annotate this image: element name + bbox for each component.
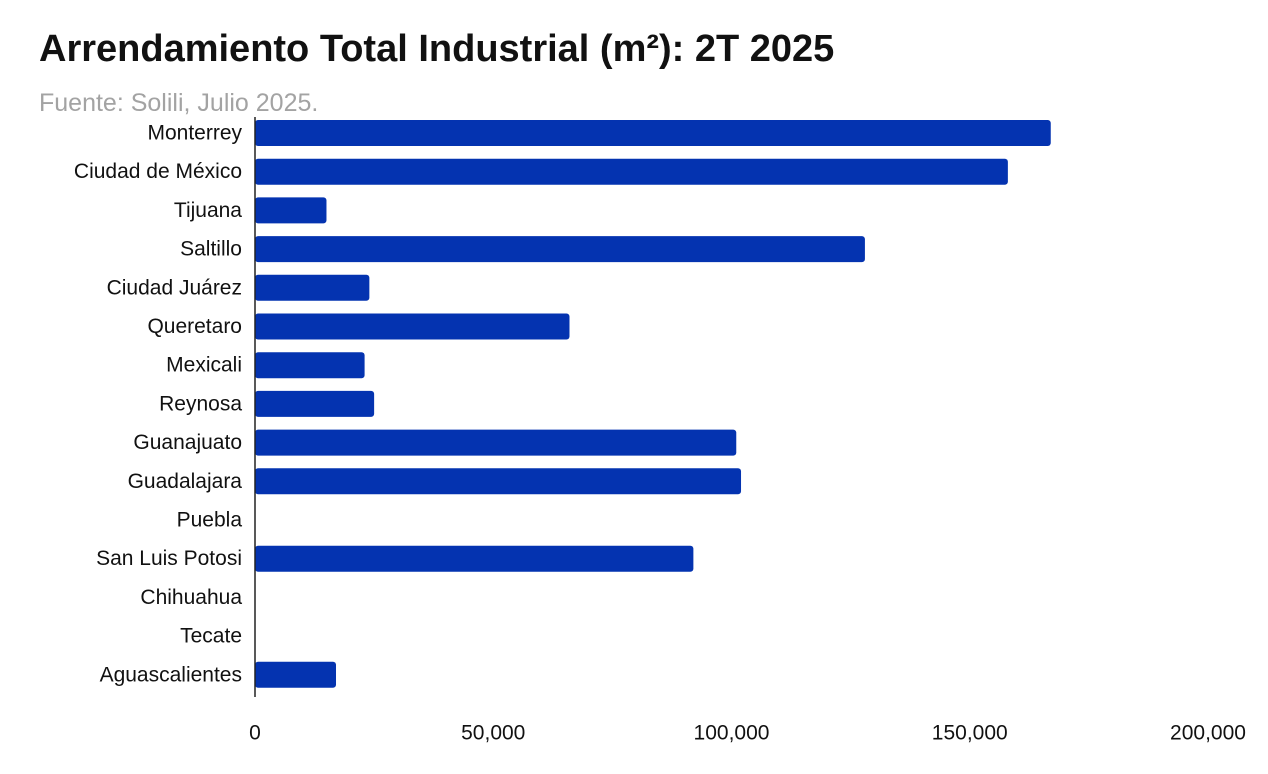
category-label: Queretaro [147,315,242,338]
bar [255,661,337,688]
category-label: Mexicali [166,354,242,377]
bar [255,120,1051,146]
bar [255,390,375,417]
category-label: Monterrey [147,122,242,145]
category-label: Tijuana [174,199,242,222]
category-label: Tecate [180,625,242,648]
category-label: Guanajuato [133,431,242,454]
category-label: San Luis Potosi [96,547,242,570]
category-label: Ciudad de México [74,160,242,183]
category-label: Reynosa [159,392,242,415]
x-tick-label: 50,000 [461,722,525,745]
bar [255,468,742,495]
bar [255,429,737,456]
chart-subtitle: Fuente: Solili, Julio 2025. [39,89,319,117]
category-label: Chihuahua [140,586,242,609]
bar [255,352,365,379]
x-tick-label: 0 [249,722,261,745]
category-label: Guadalajara [128,470,243,493]
bar [255,236,865,263]
category-label: Ciudad Juárez [107,276,242,299]
category-label: Aguascalientes [100,663,242,686]
category-label: Puebla [177,509,243,532]
x-tick-label: 150,000 [932,722,1008,745]
category-label: Saltillo [180,238,242,261]
x-tick-label: 200,000 [1170,722,1246,745]
chart-title: Arrendamiento Total Industrial (m²): 2T … [39,28,835,70]
bar [255,313,570,340]
bar [255,158,1008,185]
bar [255,197,327,224]
bar [255,545,694,572]
bar [255,274,370,301]
x-tick-label: 100,000 [694,722,770,745]
